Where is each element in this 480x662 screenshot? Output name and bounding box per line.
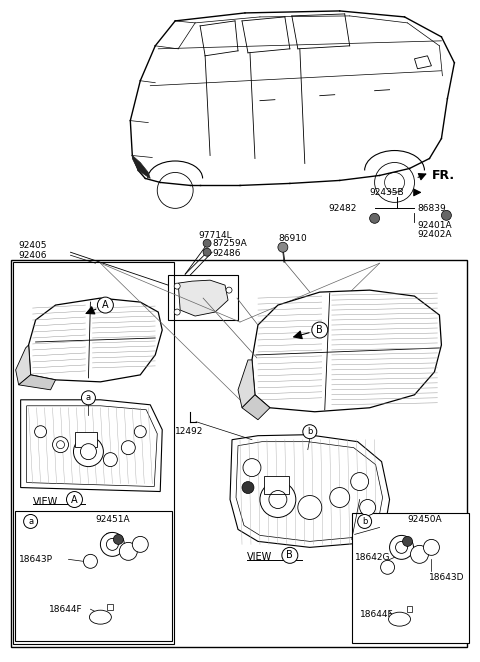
Circle shape xyxy=(113,534,123,544)
Text: 18642G: 18642G xyxy=(355,553,390,562)
Text: 92406: 92406 xyxy=(19,251,47,260)
Text: a: a xyxy=(86,393,91,402)
Circle shape xyxy=(351,473,369,491)
Text: A: A xyxy=(71,495,78,504)
Polygon shape xyxy=(108,604,113,610)
Polygon shape xyxy=(252,290,442,412)
Text: 18644F: 18644F xyxy=(360,610,393,619)
Bar xyxy=(12,262,174,644)
Bar xyxy=(352,514,469,643)
Polygon shape xyxy=(238,360,255,408)
Text: VIEW: VIEW xyxy=(247,552,272,562)
Circle shape xyxy=(121,441,135,455)
Text: VIEW: VIEW xyxy=(33,496,58,506)
Ellipse shape xyxy=(89,610,111,624)
Text: 87259A: 87259A xyxy=(212,239,247,248)
Circle shape xyxy=(132,536,148,552)
Text: B: B xyxy=(316,325,323,335)
Text: 12492: 12492 xyxy=(175,427,204,436)
Circle shape xyxy=(81,444,96,459)
Circle shape xyxy=(120,542,137,560)
Text: 92405: 92405 xyxy=(19,241,47,250)
Polygon shape xyxy=(178,280,228,316)
Circle shape xyxy=(174,309,180,315)
Polygon shape xyxy=(16,345,31,385)
Circle shape xyxy=(442,211,451,220)
Polygon shape xyxy=(407,606,412,612)
Text: 92486: 92486 xyxy=(212,249,240,258)
Text: 18643P: 18643P xyxy=(19,555,53,564)
Circle shape xyxy=(52,437,69,453)
Polygon shape xyxy=(230,435,390,547)
Circle shape xyxy=(360,500,376,516)
Text: 97714L: 97714L xyxy=(198,231,232,240)
Circle shape xyxy=(282,547,298,563)
Circle shape xyxy=(35,426,47,438)
Circle shape xyxy=(243,459,261,477)
Text: 92451A: 92451A xyxy=(96,515,130,524)
Bar xyxy=(168,275,238,320)
Circle shape xyxy=(298,496,322,520)
Circle shape xyxy=(174,283,180,289)
Text: A: A xyxy=(102,300,108,310)
Circle shape xyxy=(24,514,37,528)
Circle shape xyxy=(423,540,439,555)
Circle shape xyxy=(303,425,317,439)
Bar xyxy=(15,512,172,641)
Circle shape xyxy=(103,453,117,467)
Circle shape xyxy=(370,213,380,223)
Circle shape xyxy=(226,287,232,293)
Circle shape xyxy=(381,560,395,575)
Polygon shape xyxy=(19,375,56,390)
Circle shape xyxy=(242,481,254,494)
Polygon shape xyxy=(21,400,162,491)
Circle shape xyxy=(312,322,328,338)
Polygon shape xyxy=(29,298,162,382)
Circle shape xyxy=(84,554,97,568)
Text: B: B xyxy=(287,550,293,560)
Ellipse shape xyxy=(389,612,410,626)
Circle shape xyxy=(100,532,124,556)
Circle shape xyxy=(403,536,412,546)
Circle shape xyxy=(330,487,350,508)
Circle shape xyxy=(73,437,103,467)
Text: FR.: FR. xyxy=(432,169,455,182)
Bar xyxy=(264,475,289,494)
Polygon shape xyxy=(132,156,150,179)
Text: 92402A: 92402A xyxy=(418,230,452,239)
Bar xyxy=(75,432,97,447)
Circle shape xyxy=(97,297,113,313)
Circle shape xyxy=(203,239,211,247)
Polygon shape xyxy=(242,395,270,420)
Text: 92482: 92482 xyxy=(328,204,357,213)
Text: 92450A: 92450A xyxy=(408,515,442,524)
Text: a: a xyxy=(28,517,33,526)
Text: 18644F: 18644F xyxy=(48,604,82,614)
Circle shape xyxy=(358,514,372,528)
Circle shape xyxy=(260,481,296,518)
Circle shape xyxy=(410,545,429,563)
Text: b: b xyxy=(362,517,367,526)
Circle shape xyxy=(82,391,96,404)
Circle shape xyxy=(278,242,288,252)
Circle shape xyxy=(134,426,146,438)
Circle shape xyxy=(203,248,211,256)
Text: 92435B: 92435B xyxy=(370,188,404,197)
Circle shape xyxy=(67,491,83,508)
Text: 86910: 86910 xyxy=(278,234,307,243)
Text: 92401A: 92401A xyxy=(418,221,452,230)
Circle shape xyxy=(390,536,413,559)
Text: 86839: 86839 xyxy=(418,204,446,213)
Bar xyxy=(11,260,468,647)
Text: 18643D: 18643D xyxy=(430,573,465,582)
Text: b: b xyxy=(307,427,312,436)
